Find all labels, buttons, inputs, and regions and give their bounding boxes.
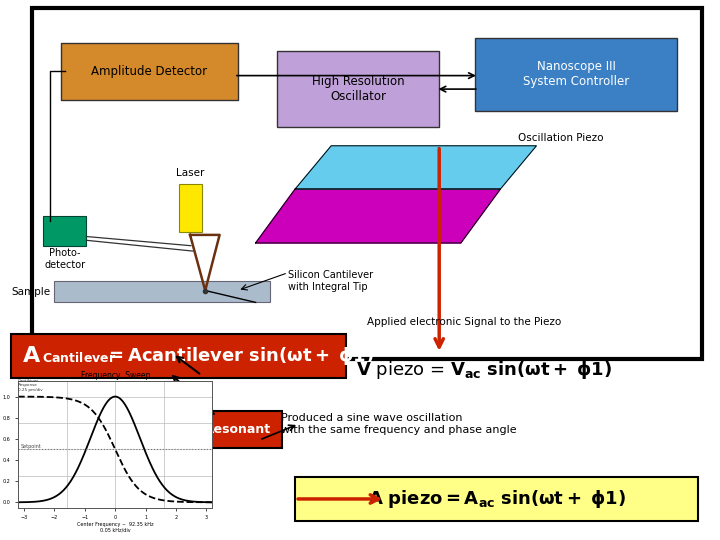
Text: Oscillation Piezo: Oscillation Piezo <box>518 133 604 143</box>
FancyBboxPatch shape <box>32 8 702 359</box>
FancyBboxPatch shape <box>11 334 346 378</box>
Polygon shape <box>256 189 500 243</box>
FancyBboxPatch shape <box>61 43 238 100</box>
Text: Resonant: Resonant <box>205 423 271 436</box>
FancyBboxPatch shape <box>179 184 202 232</box>
Text: Setpoint: Setpoint <box>21 444 42 449</box>
FancyBboxPatch shape <box>277 51 439 127</box>
FancyBboxPatch shape <box>295 477 698 521</box>
Text: Sample: Sample <box>12 287 50 296</box>
FancyBboxPatch shape <box>195 411 282 448</box>
Text: $\mathbf{= Acantilever\ sin(\omega t+\ \phi 1)}$: $\mathbf{= Acantilever\ sin(\omega t+\ \… <box>105 345 374 367</box>
Text: Applied electronic Signal to the Piezo: Applied electronic Signal to the Piezo <box>367 316 562 327</box>
Text: Amplitude Detector: Amplitude Detector <box>91 65 207 78</box>
Text: Produced a sine wave oscillation
with the same frequency and phase angle: Produced a sine wave oscillation with th… <box>281 413 516 435</box>
Text: Photo-
detector: Photo- detector <box>44 248 86 270</box>
Title: Frequency  Sweep: Frequency Sweep <box>81 371 150 380</box>
Text: $\mathbf{Cantilever}$: $\mathbf{Cantilever}$ <box>42 351 116 365</box>
Text: Cantilever
Response
0.25 pm/div: Cantilever Response 0.25 pm/div <box>18 379 42 392</box>
Text: High Resolution
Oscillator: High Resolution Oscillator <box>312 75 405 103</box>
FancyBboxPatch shape <box>475 38 677 111</box>
Text: $\mathbf{A\ piezo = A_{ac}\ sin(\omega t+\ \phi 1)}$: $\mathbf{A\ piezo = A_{ac}\ sin(\omega t… <box>368 488 626 510</box>
FancyBboxPatch shape <box>43 216 86 246</box>
FancyBboxPatch shape <box>54 281 270 302</box>
Text: $\mathbf{V}$ piezo = $\mathbf{V_{ac}}$ $\mathbf{sin(\omega t+\ \phi 1)}$: $\mathbf{V}$ piezo = $\mathbf{V_{ac}}$ $… <box>356 359 613 381</box>
Text: Laser: Laser <box>176 168 204 178</box>
Text: Nanoscope III
System Controller: Nanoscope III System Controller <box>523 60 629 88</box>
Text: Silicon Cantilever
with Integral Tip: Silicon Cantilever with Integral Tip <box>288 270 373 292</box>
X-axis label: Center Frequency ~  92.35 kHz
0.05 kHz/div: Center Frequency ~ 92.35 kHz 0.05 kHz/di… <box>77 522 153 532</box>
Text: $\mathbf{A}$: $\mathbf{A}$ <box>22 346 41 366</box>
Polygon shape <box>295 146 536 189</box>
